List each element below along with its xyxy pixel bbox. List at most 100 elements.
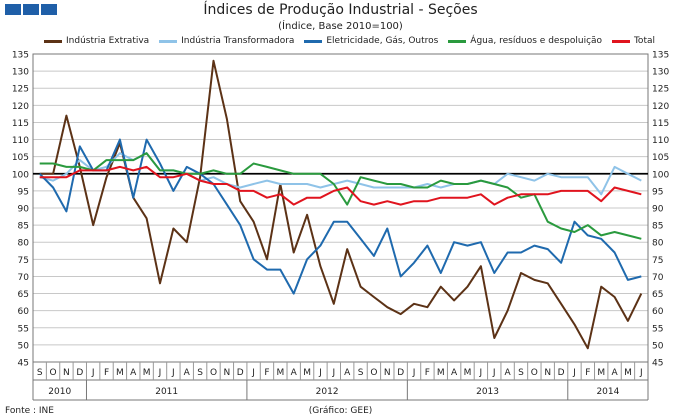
x-tick-label-month: D (397, 368, 404, 378)
legend-item-eletricidade: Eletricidade, Gás, Outros (304, 36, 438, 46)
y-tick-label-left: 50 (18, 341, 30, 351)
x-tick-label-month: A (184, 368, 191, 378)
x-tick-label-month: J (492, 368, 496, 378)
x-tick-label-year: 2014 (596, 387, 619, 397)
legend-label-eletricidade: Eletricidade, Gás, Outros (326, 36, 439, 46)
legend-label-extrativa: Indústria Extrativa (66, 36, 150, 46)
y-tick-label-right: 50 (652, 341, 664, 351)
x-tick-label-month: A (505, 368, 512, 378)
x-tick-label-month: J (639, 368, 643, 378)
y-tick-label-left: 120 (12, 102, 29, 112)
x-tick-label-month: A (130, 368, 137, 378)
x-tick-label-month: J (479, 368, 483, 378)
y-tick-label-right: 60 (652, 307, 664, 317)
x-tick-label-month: S (197, 368, 203, 378)
y-tick-label-left: 85 (18, 222, 29, 232)
x-tick-label-year: 2011 (155, 387, 178, 397)
x-tick-label-month: M (303, 368, 311, 378)
x-tick-label-month: J (91, 368, 95, 378)
y-tick-label-left: 45 (18, 359, 29, 369)
x-tick-label-month: O (370, 368, 377, 378)
y-tick-label-right: 120 (652, 102, 669, 112)
y-tick-label-left: 100 (12, 170, 29, 180)
y-tick-label-right: 95 (652, 187, 663, 197)
x-tick-label-month: S (518, 368, 524, 378)
chart-credit: (Gráfico: GEE) (308, 406, 373, 416)
x-tick-label-month: J (331, 368, 335, 378)
y-tick-label-left: 80 (18, 239, 30, 249)
x-tick-label-month: A (451, 368, 458, 378)
x-tick-label-month: N (544, 368, 551, 378)
legend-swatch-extrativa (44, 39, 62, 43)
y-tick-label-right: 110 (652, 136, 669, 146)
x-tick-label-month: O (210, 368, 217, 378)
x-tick-label-month: J (158, 368, 162, 378)
legend: Indústria Extrativa Indústria Transforma… (44, 36, 655, 46)
legend-swatch-eletricidade (304, 39, 323, 43)
x-tick-label-month: S (37, 368, 43, 378)
x-tick-label-month: J (318, 368, 322, 378)
x-tick-label-month: J (171, 368, 175, 378)
y-tick-label-left: 110 (12, 136, 29, 146)
y-tick-label-left: 135 (12, 51, 29, 61)
y-tick-label-left: 95 (18, 187, 29, 197)
y-tick-label-right: 80 (652, 239, 664, 249)
y-tick-label-left: 65 (18, 290, 29, 300)
x-tick-label-year: 2010 (48, 387, 71, 397)
legend-item-total: Total (611, 36, 655, 46)
y-tick-label-left: 55 (18, 324, 29, 334)
x-tick-label-month: S (358, 368, 364, 378)
x-tick-label-month: M (143, 368, 151, 378)
legend-swatch-total (611, 39, 630, 43)
y-tick-label-right: 85 (652, 222, 663, 232)
x-tick-label-month: M (116, 368, 124, 378)
y-tick-label-right: 90 (652, 205, 664, 215)
x-tick-label-month: M (437, 368, 445, 378)
series-line-total (39, 165, 642, 206)
x-tick-label-month: J (251, 368, 255, 378)
y-tick-label-right: 100 (652, 170, 669, 180)
y-tick-label-right: 75 (652, 256, 663, 266)
source-note: Fonte : INE (5, 406, 54, 416)
y-tick-label-left: 105 (12, 153, 29, 163)
x-tick-label-month: M (624, 368, 632, 378)
chart-title: Índices de Produção Industrial - Seções (203, 2, 478, 18)
x-tick-label-year: 2013 (476, 387, 499, 397)
x-tick-label-month: F (104, 368, 109, 378)
x-tick-label-month: N (223, 368, 230, 378)
y-tick-label-right: 115 (652, 119, 669, 129)
y-tick-label-left: 130 (12, 68, 29, 78)
y-tick-label-right: 65 (652, 290, 663, 300)
x-tick-label-month: A (344, 368, 351, 378)
x-tick-label-month: F (264, 368, 269, 378)
legend-swatch-agua (448, 39, 467, 43)
x-tick-label-month: F (585, 368, 590, 378)
y-tick-label-right: 105 (652, 153, 669, 163)
legend-item-agua: Água, resíduos e despoluição (448, 36, 602, 46)
y-tick-label-left: 125 (12, 85, 29, 95)
x-tick-label-month: M (276, 368, 284, 378)
x-tick-label-year: 2012 (316, 387, 339, 397)
x-tick-label-month: A (291, 368, 298, 378)
x-tick-label-month: D (558, 368, 565, 378)
x-tick-label-month: N (63, 368, 70, 378)
series-line-eletricidade (38, 138, 642, 295)
series-line-agua (39, 152, 642, 240)
y-tick-label-left: 75 (18, 256, 29, 266)
y-tick-label-left: 60 (18, 307, 30, 317)
legend-item-transformadora: Indústria Transformadora (159, 36, 294, 46)
series-line-extrativa (39, 59, 643, 350)
y-tick-label-right: 70 (652, 273, 664, 283)
x-tick-label-month: O (50, 368, 57, 378)
legend-swatch-transformadora (159, 39, 178, 43)
x-tick-label-month: D (237, 368, 244, 378)
y-tick-label-left: 115 (12, 119, 29, 129)
x-tick-label-month: N (384, 368, 391, 378)
x-tick-label-month: J (572, 368, 576, 378)
x-tick-label-month: A (611, 368, 618, 378)
y-tick-label-right: 135 (652, 51, 669, 61)
x-tick-label-month: D (76, 368, 83, 378)
legend-item-extrativa: Indústria Extrativa (44, 36, 149, 46)
x-tick-label-month: J (412, 368, 416, 378)
